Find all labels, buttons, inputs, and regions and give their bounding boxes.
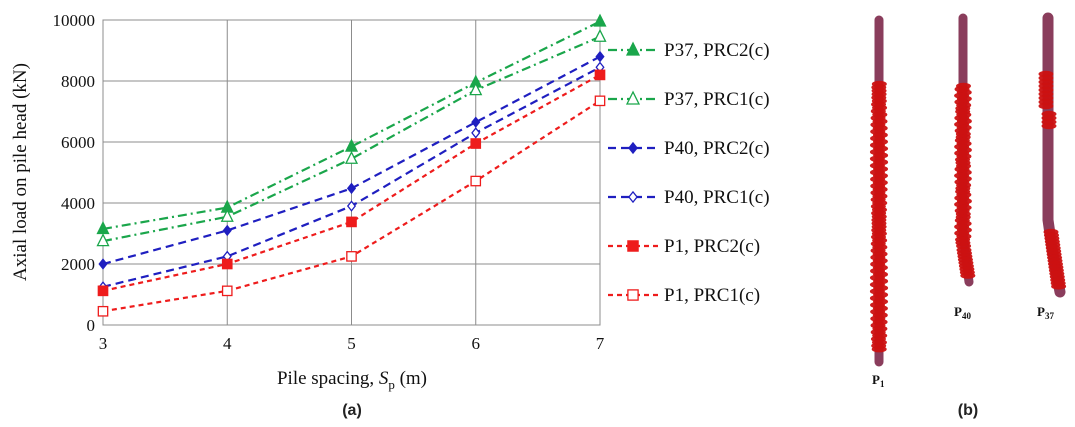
pile-label-p37: P37 xyxy=(1037,304,1054,321)
data-point xyxy=(346,200,357,212)
data-point xyxy=(221,258,233,270)
series-line-0 xyxy=(102,20,601,231)
legend-label: P40, PRC1(c) xyxy=(664,187,770,208)
x-tick-label: 5 xyxy=(347,334,356,353)
x-tick-label: 4 xyxy=(223,334,232,353)
data-point xyxy=(346,182,357,195)
data-point xyxy=(471,127,481,139)
panel-label-a: (a) xyxy=(342,402,362,419)
series-line-1 xyxy=(102,35,601,243)
series-line-2 xyxy=(102,55,601,266)
legend-label: P1, PRC2(c) xyxy=(664,236,760,257)
plot-area: 0 2000 4000 6000 8000 10000 3 4 5 6 7 xyxy=(53,11,607,353)
y-tick-label: 4000 xyxy=(61,194,95,213)
data-point xyxy=(593,28,607,42)
data-point xyxy=(595,50,605,63)
legend-label: P40, PRC2(c) xyxy=(664,138,770,159)
panel-label-b: (b) xyxy=(958,402,978,419)
data-point xyxy=(98,258,108,270)
y-tick-label: 2000 xyxy=(61,255,95,274)
plastic-hinge xyxy=(1038,102,1054,110)
data-point xyxy=(344,150,359,164)
legend-marker xyxy=(628,141,638,155)
data-point xyxy=(470,175,482,187)
data-point xyxy=(346,216,357,228)
legend-label: P37, PRC2(c) xyxy=(664,40,770,61)
y-tick-label: 8000 xyxy=(61,72,95,91)
series-line-4 xyxy=(102,73,601,292)
y-tick-label: 6000 xyxy=(61,133,95,152)
data-point xyxy=(97,285,109,297)
x-ticks: 3 4 5 6 7 xyxy=(99,334,605,353)
hinges-p37 xyxy=(1038,70,1067,290)
x-tick-label: 3 xyxy=(99,334,108,353)
pile-deformation-views xyxy=(869,12,1067,367)
pile-label-p40: P40 xyxy=(954,304,971,321)
data-point xyxy=(594,69,606,81)
plastic-hinge xyxy=(1051,283,1067,290)
series-markers xyxy=(96,13,607,317)
legend-marker xyxy=(628,190,638,204)
data-point xyxy=(469,82,483,96)
data-point xyxy=(593,13,607,27)
data-point xyxy=(220,208,234,222)
grid xyxy=(102,19,601,326)
legend: P37, PRC2(c) P37, PRC1(c) P40, PRC2(c) P40,… xyxy=(608,40,770,306)
plastic-hinge xyxy=(1041,122,1057,130)
y-tick-label: 0 xyxy=(87,316,96,335)
plastic-hinge xyxy=(960,272,976,279)
legend-marker xyxy=(627,240,639,252)
data-point xyxy=(96,233,110,247)
pile-label-p1: P1 xyxy=(872,372,885,389)
x-tick-label: 7 xyxy=(596,334,605,353)
hinges-p40 xyxy=(954,82,976,279)
data-point xyxy=(470,138,482,149)
data-point xyxy=(471,116,481,128)
legend-marker xyxy=(625,41,641,56)
plastic-hinge xyxy=(871,346,887,353)
y-axis-label: Axial load on pile head (kN) xyxy=(10,63,31,281)
x-axis-label: Pile spacing, Sp (m) xyxy=(277,368,427,392)
y-tick-label: 10000 xyxy=(53,11,96,30)
legend-label: P37, PRC1(c) xyxy=(664,89,770,110)
legend-label: P1, PRC1(c) xyxy=(664,285,760,306)
data-point xyxy=(221,285,233,297)
data-point xyxy=(97,305,109,317)
x-tick-label: 6 xyxy=(472,334,481,353)
data-point xyxy=(594,95,606,107)
data-point xyxy=(346,251,357,262)
data-point xyxy=(222,224,232,237)
legend-marker xyxy=(625,90,641,105)
legend-marker xyxy=(627,289,639,301)
hinges-p1 xyxy=(869,80,889,353)
y-ticks: 0 2000 4000 6000 8000 10000 xyxy=(53,11,96,335)
